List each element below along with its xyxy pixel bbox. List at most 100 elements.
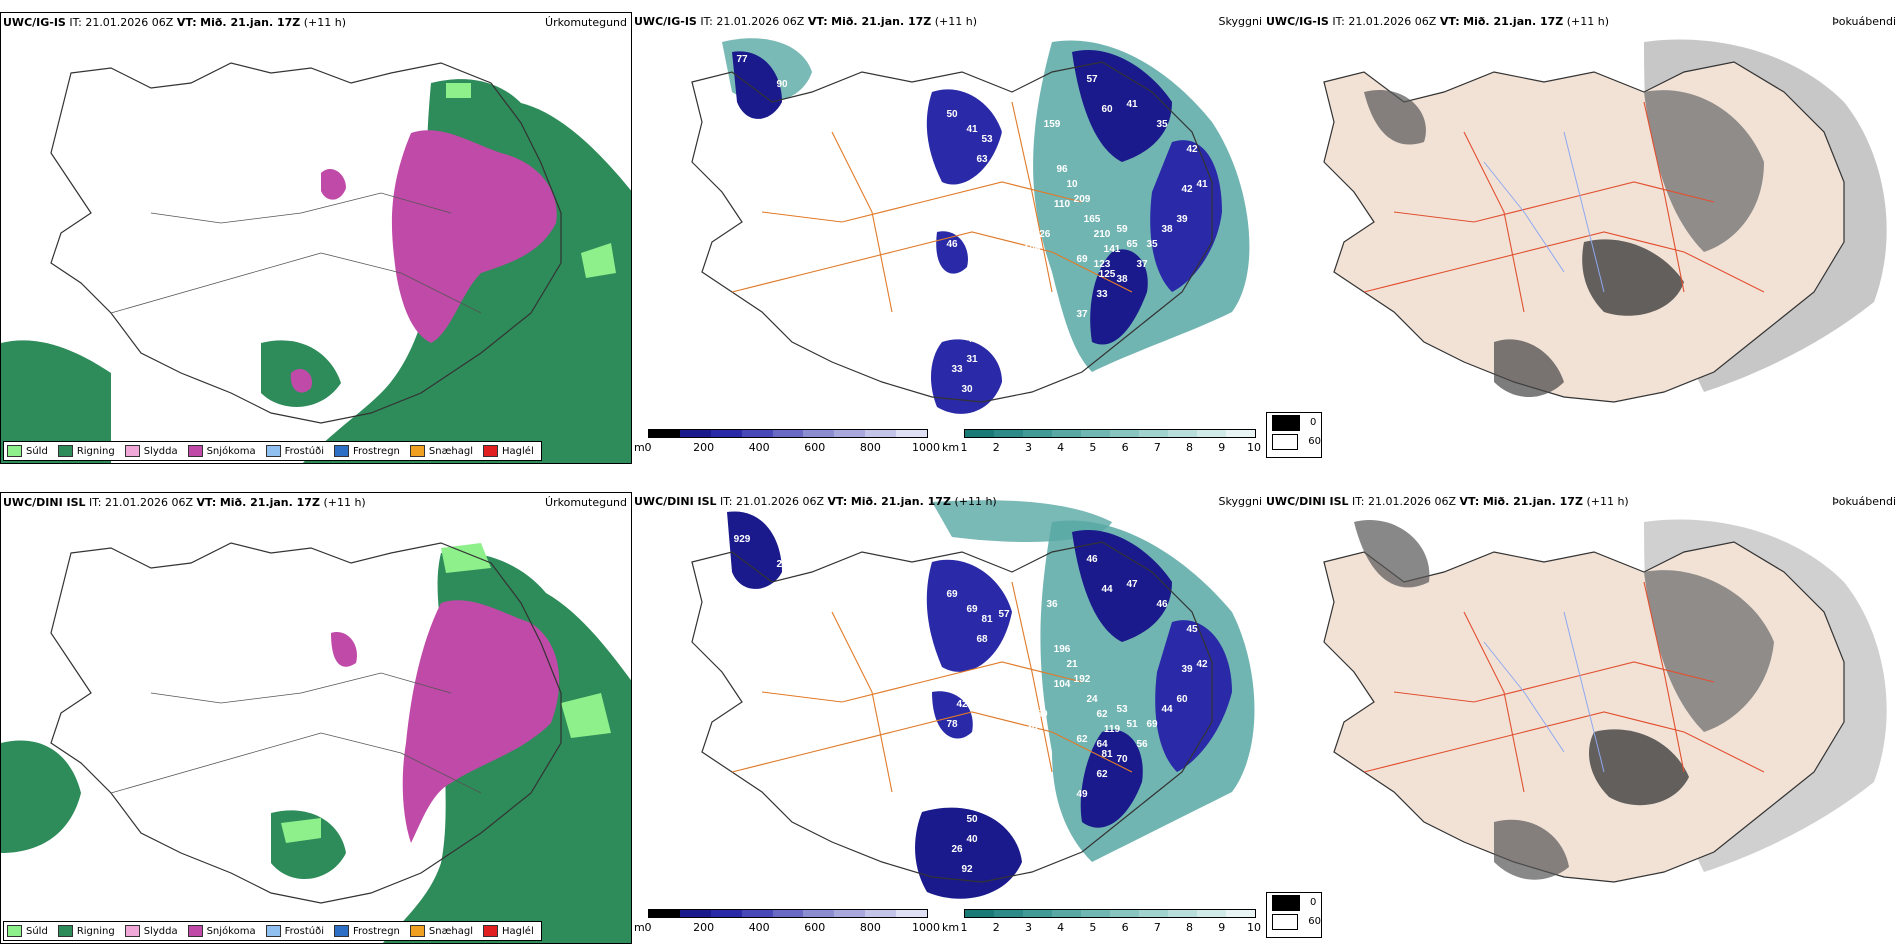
colorbar-segment (1139, 910, 1168, 917)
ceiling-value-label: 69 (1026, 89, 1038, 100)
low-ceiling-area (1155, 620, 1232, 772)
panel-title: Skyggni (1218, 495, 1262, 508)
snow-area (321, 168, 346, 200)
colorbar-segment (834, 910, 866, 917)
colorbar-segment (1139, 430, 1168, 437)
ceiling-value-label: 42 (1181, 184, 1193, 195)
ceiling-value-label: 69 (946, 589, 958, 600)
fog-shading (1644, 570, 1774, 732)
ceiling-value-label: 21 (1066, 659, 1078, 670)
roads (731, 581, 1133, 793)
legend-label: Haglél (502, 445, 534, 457)
ceiling-value-label: 57 (998, 609, 1010, 620)
legend-label: Rigning (76, 925, 115, 937)
colorbar-tick-label: 1 (960, 921, 968, 934)
roads (1363, 101, 1765, 313)
ceiling-value-label: 929 (734, 534, 751, 545)
legend-swatch (124, 445, 140, 457)
legend-label: Súld (26, 445, 48, 457)
legend-swatch (187, 925, 203, 937)
legend-swatch (265, 445, 281, 457)
rivers (1483, 131, 1605, 293)
colorbar-strip (964, 429, 1256, 438)
precip-legend: Súld Rigning Slydda Snjókoma Frostúði Frostre… (3, 921, 542, 941)
colorbar-tick-label: 1000 (912, 921, 940, 934)
ceiling-value-label: 60 (1176, 694, 1188, 705)
legend-label: Súld (26, 925, 48, 937)
colorbar-tick-label: 6 (1121, 921, 1129, 934)
ceiling-value-label: 81 (1101, 749, 1113, 760)
rivers (1483, 611, 1605, 773)
ceiling-value-label: 31 (966, 354, 978, 365)
ceiling-value-label: 165 (1084, 214, 1101, 225)
colorbar-tick-label: 6 (1121, 441, 1129, 454)
ceiling-value-label: 64 (1096, 739, 1108, 750)
fog-legend-2: 0 60 (1266, 892, 1322, 938)
ceiling-value-label: 59 (1036, 709, 1048, 720)
ceiling-value-label: 46 (1086, 554, 1098, 565)
ceiling-value-label: 41 (1196, 179, 1208, 190)
ceiling-value-label: 159 (1044, 119, 1061, 130)
roads (1363, 581, 1765, 793)
colorbar-segment (965, 430, 994, 437)
colorbar-segment (649, 910, 680, 917)
colorbar-segment (1168, 910, 1197, 917)
ceiling-value-label: 2 (1024, 344, 1030, 355)
colorbar-tick-label: 9 (1218, 441, 1226, 454)
legend-swatch (409, 925, 425, 937)
colorbar-segment (965, 910, 994, 917)
precip-legend-item: Haglél (483, 445, 534, 457)
low-ceiling-area (936, 231, 968, 274)
iceland-coast (691, 541, 1213, 883)
colorbar-segment (1023, 430, 1052, 437)
colorbar-segment (803, 430, 835, 437)
low-ceiling-area (1072, 530, 1172, 642)
colorbar-tick-label: 600 (804, 441, 826, 454)
colorbar-segment (896, 430, 928, 437)
colorbar-tick-label: 200 (693, 921, 715, 934)
roads (731, 101, 1133, 313)
ceiling-value-label: 38 (1116, 274, 1128, 285)
colorbar-tick-label: 2 (992, 921, 1000, 934)
panel-title: Þokuábendi (1832, 15, 1896, 28)
drizzle-area (441, 543, 491, 573)
colorbar-strip (648, 909, 928, 918)
ceiling-value-label: 38 (1161, 224, 1173, 235)
ceiling-value-label: 62 (1096, 769, 1108, 780)
colorbar-segment (679, 910, 711, 917)
panel-title: Úrkomutegund (545, 16, 627, 29)
colorbar-segment (1226, 430, 1255, 437)
low-ceiling-area (1090, 249, 1148, 345)
ceiling-value-label: 24 (1086, 694, 1098, 705)
ceiling-value-label: 90 (776, 79, 788, 90)
colorbar-tick-label: 7 (1153, 441, 1161, 454)
ceiling-value-label: 86 (801, 584, 813, 595)
panel-header: UWC/DINI ISL IT: 21.01.2026 06Z VT: Mið.… (3, 496, 366, 509)
colorbar-segment (896, 910, 928, 917)
ceiling-value-label: 7 (804, 104, 810, 115)
legend-label: Frostúði (284, 925, 324, 937)
ceiling-value-label: 35 (1146, 239, 1158, 250)
ceiling-value-label: 56 (1136, 739, 1148, 750)
ceiling-value-label: 51 (1126, 719, 1138, 730)
legend-swatch (265, 925, 281, 937)
fog-shading (1582, 239, 1684, 316)
ceiling-value-label: 26 (1006, 214, 1018, 225)
ceiling-value-label: 51 (956, 219, 968, 230)
colorbar-segment (741, 910, 773, 917)
fog-legend-item: 60 (1267, 912, 1321, 931)
precip-legend-item: Snæhagl (409, 925, 473, 937)
colorbar-tick-label: 0 (644, 921, 652, 934)
colorbar-tick-label: 4 (1057, 441, 1065, 454)
ceiling-value-label: 78 (946, 719, 958, 730)
legend-swatch (57, 445, 73, 457)
colorbar-segment (1197, 430, 1226, 437)
ceiling-value-label: 30 (961, 384, 973, 395)
fog-legend-item: 0 (1267, 893, 1321, 912)
ceiling-value-label: 119 (1104, 724, 1121, 735)
ceiling-value-label: 70 (1116, 754, 1128, 765)
colorbar-tick-label: 400 (748, 921, 770, 934)
panel-header: UWC/IG-IS IT: 21.01.2026 06Z VT: Mið. 21… (3, 16, 347, 29)
